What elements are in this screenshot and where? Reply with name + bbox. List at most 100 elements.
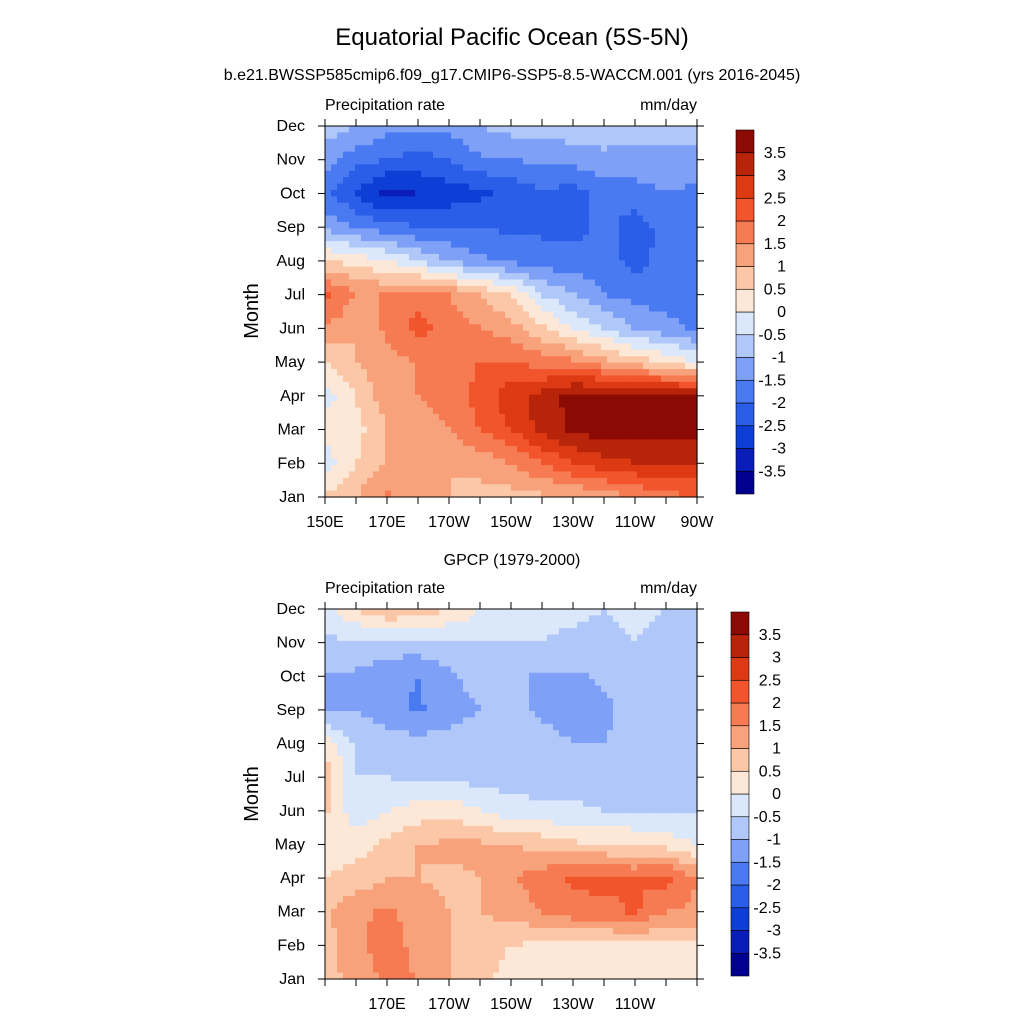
contour-cell (409, 183, 416, 191)
contour-cell (679, 202, 686, 210)
contour-cell (679, 711, 686, 719)
contour-cell (403, 183, 410, 191)
contour-cell (655, 621, 662, 629)
contour-cell (415, 196, 422, 204)
contour-cell (475, 215, 482, 223)
contour-cell (541, 279, 548, 287)
contour-cell (325, 215, 332, 223)
contour-cell (691, 228, 698, 236)
contour-cell (673, 349, 680, 357)
contour-cell (373, 164, 380, 172)
contour-cell (385, 717, 392, 725)
contour-cell (463, 679, 470, 687)
contour-cell (673, 407, 680, 415)
contour-cell (361, 723, 368, 731)
contour-cell (367, 621, 374, 629)
contour-cell (331, 183, 338, 191)
x-tick-label: 170E (368, 514, 405, 531)
contour-cell (643, 164, 650, 172)
contour-cell (595, 433, 602, 441)
contour-cell (493, 723, 500, 731)
contour-cell (397, 279, 404, 287)
contour-cell (679, 704, 686, 712)
contour-cell (613, 279, 620, 287)
contour-cell (343, 413, 350, 421)
contour-cell (481, 685, 488, 693)
contour-cell (391, 349, 398, 357)
contour-cell (589, 730, 596, 738)
contour-cell (475, 640, 482, 648)
contour-cell (367, 170, 374, 178)
contour-cell (475, 660, 482, 668)
contour-cell (649, 490, 656, 498)
contour-cell (379, 337, 386, 345)
contour-cell (691, 196, 698, 204)
colorbar-box (735, 197, 755, 222)
contour-cell (457, 433, 464, 441)
contour-cell (607, 730, 614, 738)
contour-cell (391, 228, 398, 236)
contour-cell (373, 260, 380, 268)
contour-cell (649, 615, 656, 623)
contour-cell (685, 317, 692, 325)
contour-cell (433, 458, 440, 466)
contour-cell (505, 145, 512, 153)
contour-cell (469, 647, 476, 655)
contour-cell (415, 490, 422, 498)
contour-cell (367, 704, 374, 712)
contour-cell (655, 609, 662, 616)
contour-cell (403, 234, 410, 242)
contour-cell (637, 471, 644, 479)
contour-cell (379, 381, 386, 389)
contour-cell (361, 672, 368, 680)
contour-cell (409, 305, 416, 313)
contour-cell (373, 266, 380, 274)
contour-cell (553, 132, 560, 140)
contour-cell (427, 679, 434, 687)
contour-cell (625, 215, 632, 223)
contour-cell (445, 349, 452, 357)
contour-cell (325, 138, 332, 146)
contour-cell (499, 324, 506, 332)
contour-cell (337, 330, 344, 338)
contour-cell (601, 362, 608, 370)
contour-cell (685, 640, 692, 648)
contour-cell (361, 640, 368, 648)
contour-cell (445, 177, 452, 185)
contour-cell (385, 490, 392, 498)
contour-cell (625, 730, 632, 738)
contour-cell (559, 426, 566, 434)
contour-cell (331, 471, 338, 479)
contour-cell (517, 209, 524, 217)
contour-cell (631, 465, 638, 473)
contour-cell (463, 247, 470, 255)
contour-cell (631, 305, 638, 313)
contour-cell (685, 723, 692, 731)
contour-cell (343, 145, 350, 153)
contour-cell (361, 445, 368, 453)
contour-cell (385, 458, 392, 466)
contour-cell (481, 157, 488, 165)
contour-cell (559, 394, 566, 402)
contour-cell (535, 349, 542, 357)
contour-cell (655, 151, 662, 159)
contour-cell (331, 266, 338, 274)
contour-cell (427, 337, 434, 345)
contour-cell (385, 349, 392, 357)
contour-cell (475, 305, 482, 313)
contour-cell (673, 317, 680, 325)
contour-cell (343, 477, 350, 485)
contour-cell (535, 324, 542, 332)
contour-cell (553, 666, 560, 674)
contour-cell (571, 311, 578, 319)
contour-cell (439, 477, 446, 485)
contour-cell (571, 672, 578, 680)
contour-cell (667, 279, 674, 287)
contour-cell (367, 458, 374, 466)
contour-cell (385, 685, 392, 693)
contour-cell (661, 234, 668, 242)
contour-cell (445, 151, 452, 159)
contour-cell (613, 209, 620, 217)
contour-cell (679, 445, 686, 453)
contour-cell (685, 477, 692, 485)
